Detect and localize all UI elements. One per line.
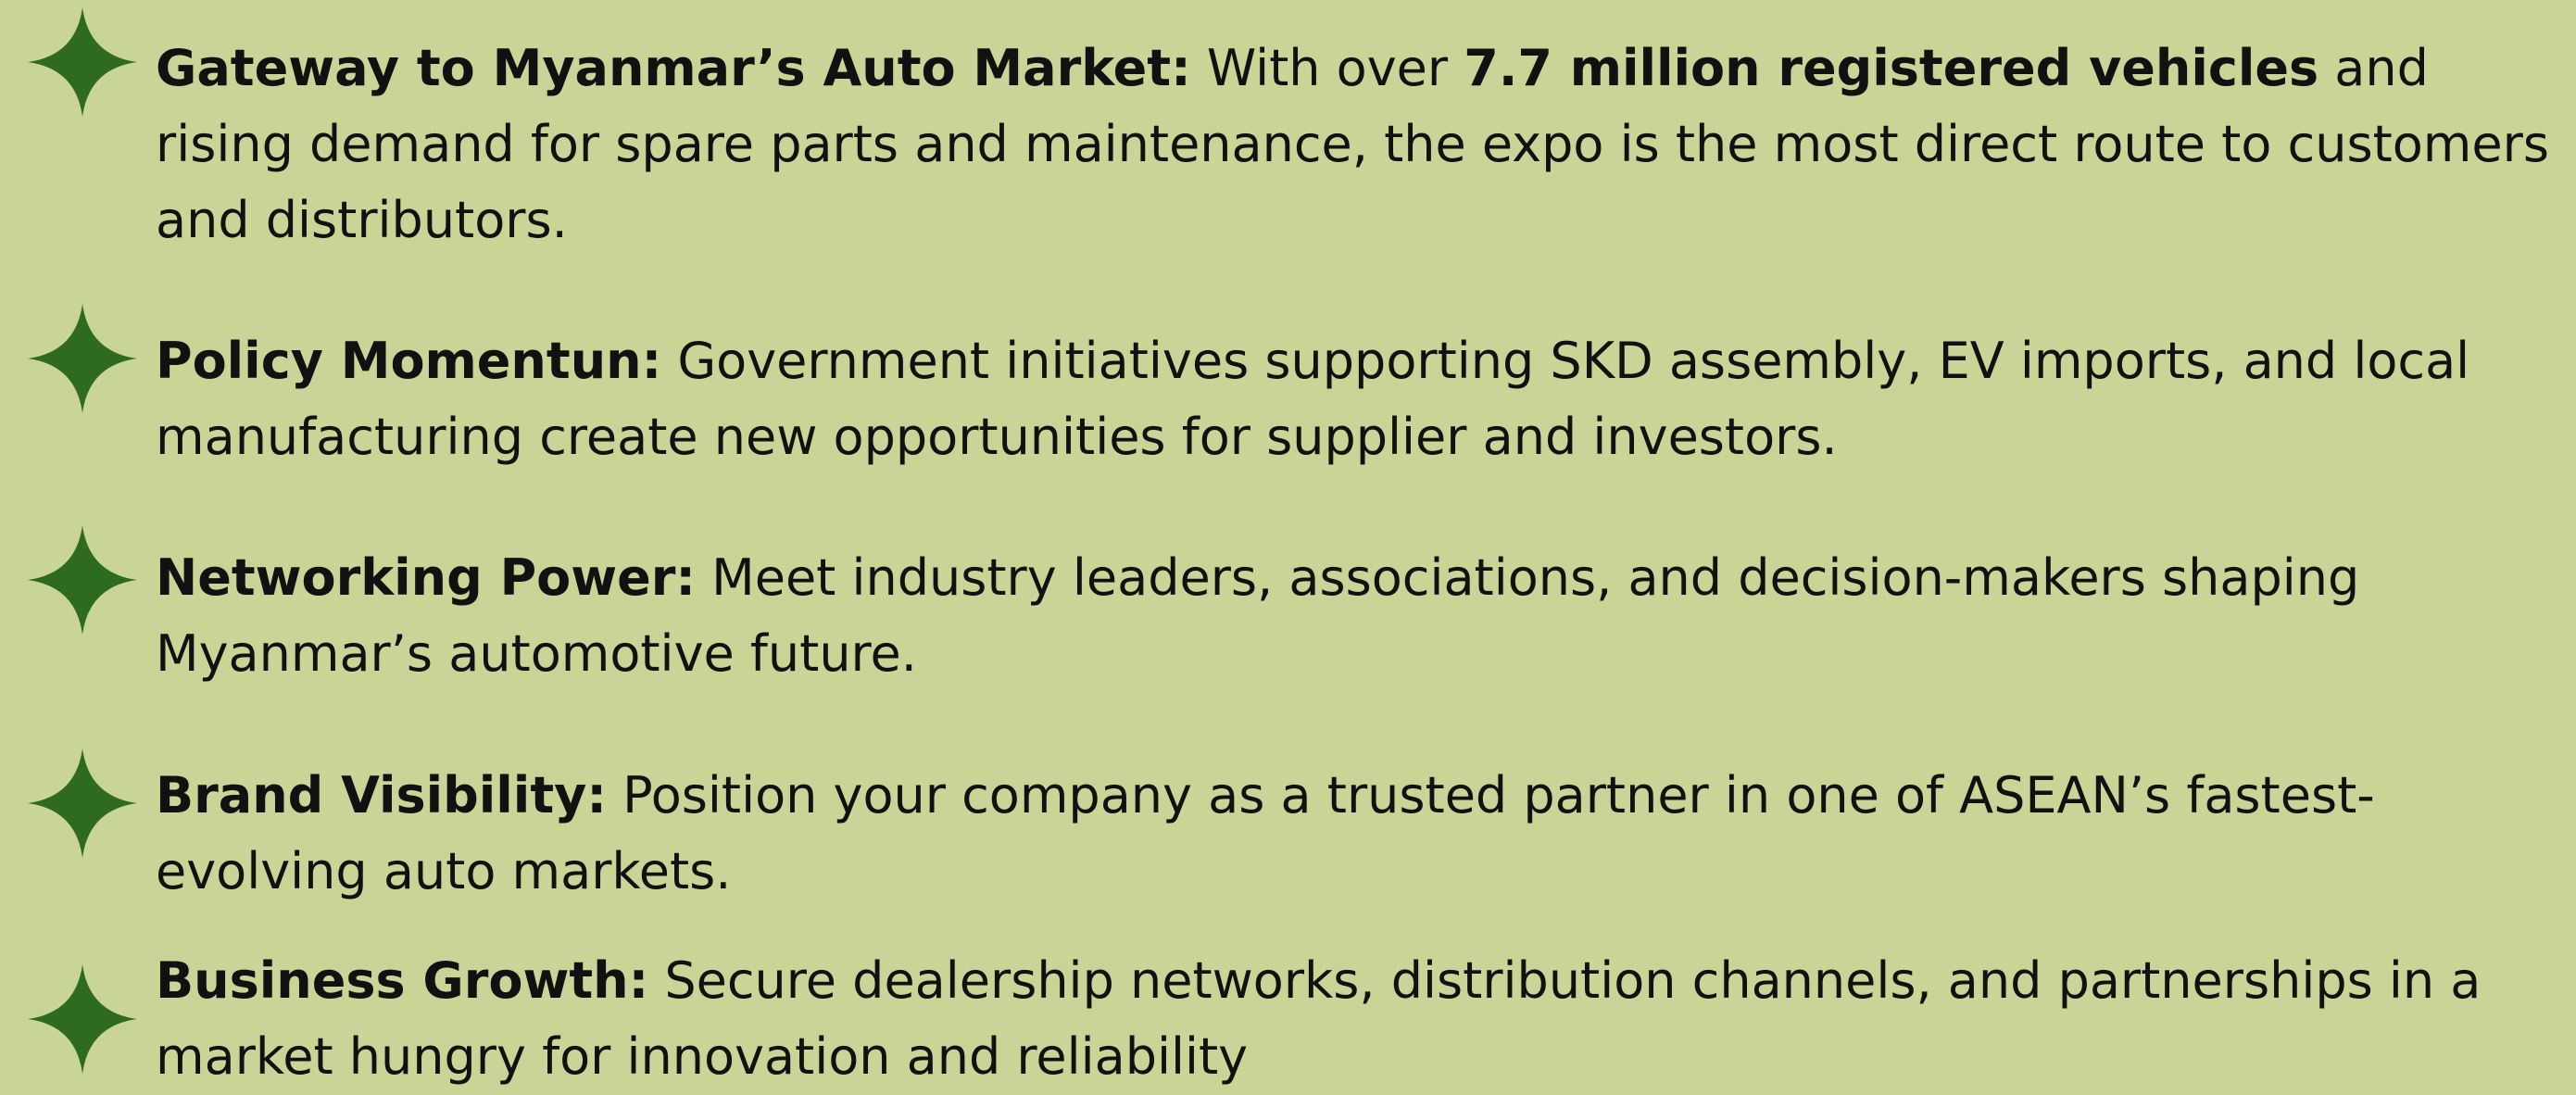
star-bullet <box>28 7 137 117</box>
star-shape <box>28 304 137 413</box>
bold-text: Gateway to Myanmar’s Auto Market: <box>156 39 1191 97</box>
star-bullet <box>28 525 137 635</box>
bold-text: Networking Power: <box>156 548 696 607</box>
star-bullet <box>28 304 137 413</box>
body-text: Secure dealership networks, distribution… <box>156 951 2482 1086</box>
body-text: and rising demand for spare parts and ma… <box>156 39 2549 249</box>
benefit-item: Networking Power: Meet industry leaders,… <box>156 540 2555 692</box>
benefit-item: Business Growth: Secure dealership netwo… <box>156 943 2555 1095</box>
body-text: Government initiatives supporting SKD as… <box>156 332 2470 466</box>
bold-text: Brand Visibility: <box>156 766 607 824</box>
bold-text: Policy Momentun: <box>156 332 662 390</box>
body-text: Position your company as a trusted partn… <box>156 766 2375 900</box>
benefit-item: Gateway to Myanmar’s Auto Market: With o… <box>156 31 2555 258</box>
star-shape <box>28 525 137 635</box>
star-shape <box>28 749 137 858</box>
star-bullet <box>28 749 137 858</box>
body-text: With over <box>1190 39 1464 97</box>
body-text: Meet industry leaders, associations, and… <box>156 548 2360 683</box>
star-shape <box>28 7 137 117</box>
bold-text: 7.7 million registered vehicles <box>1464 39 2319 97</box>
bold-text: Business Growth: <box>156 951 649 1010</box>
star-shape <box>28 964 137 1074</box>
star-bullet <box>28 964 137 1074</box>
benefit-item: Brand Visibility: Position your company … <box>156 758 2555 910</box>
benefit-item: Policy Momentun: Government initiatives … <box>156 323 2555 475</box>
